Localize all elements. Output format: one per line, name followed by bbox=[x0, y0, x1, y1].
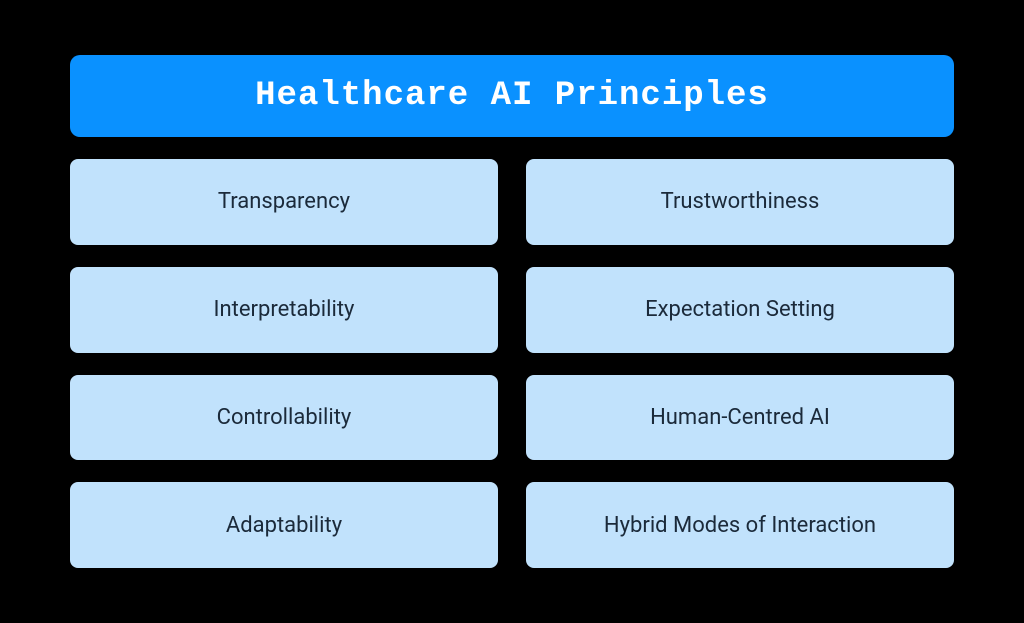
principle-card-hybrid-modes: Hybrid Modes of Interaction bbox=[526, 482, 954, 568]
principles-grid: Transparency Trustworthiness Interpretab… bbox=[70, 159, 954, 568]
principle-card-controllability: Controllability bbox=[70, 375, 498, 461]
principle-card-interpretability: Interpretability bbox=[70, 267, 498, 353]
title-banner: Healthcare AI Principles bbox=[70, 55, 954, 137]
principle-card-adaptability: Adaptability bbox=[70, 482, 498, 568]
principle-card-trustworthiness: Trustworthiness bbox=[526, 159, 954, 245]
principle-card-human-centred-ai: Human-Centred AI bbox=[526, 375, 954, 461]
principle-card-expectation-setting: Expectation Setting bbox=[526, 267, 954, 353]
principle-card-transparency: Transparency bbox=[70, 159, 498, 245]
